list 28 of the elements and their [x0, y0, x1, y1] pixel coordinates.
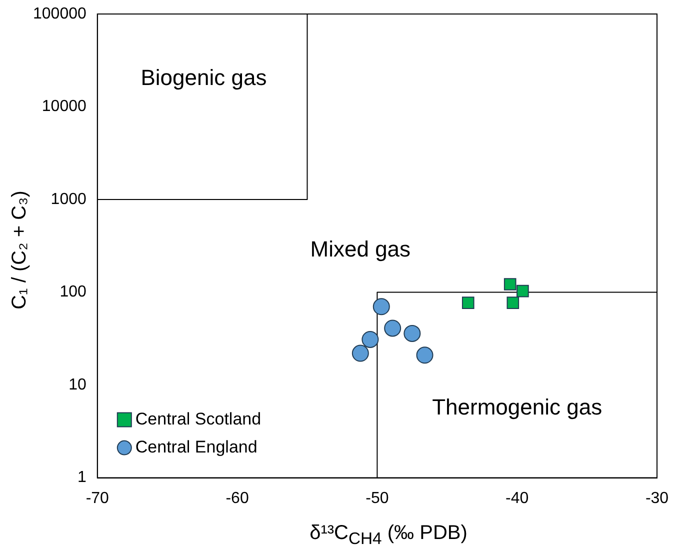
point: [384, 320, 402, 337]
y-tick-label: 100: [60, 284, 86, 301]
y-tick-label: 10: [68, 376, 86, 394]
point: [352, 344, 369, 362]
point: [506, 296, 520, 309]
point: [462, 296, 474, 309]
point: [362, 330, 379, 348]
annotation: Mixed gas: [310, 236, 411, 262]
y-tick-label: 1000: [50, 190, 86, 208]
x-tick-label: -70: [86, 490, 110, 507]
legend-label: Central Scotland: [135, 409, 262, 428]
annotation: Thermogenic gas: [432, 394, 602, 420]
y-tick-label: 1: [77, 469, 86, 486]
y-tick-label: 100000: [33, 5, 86, 22]
x-tick-label: -60: [226, 490, 249, 507]
point: [416, 346, 434, 364]
x-tick-label: -30: [645, 490, 669, 507]
point: [372, 298, 390, 316]
legend-label: Central England: [135, 437, 258, 456]
point: [504, 278, 516, 290]
point: [516, 284, 529, 298]
x-tick-label: -50: [366, 490, 389, 507]
x-axis-title: δ¹³C$_{CH4}$ (‰ PDB): [308, 522, 468, 549]
annotation: Biogenic gas: [140, 64, 267, 90]
y-axis-title: C₁ / (C₂ + C₃): [8, 190, 32, 310]
y-tick-label: 10000: [42, 98, 86, 116]
x-tick-label: -40: [506, 490, 529, 507]
point: [404, 324, 421, 342]
